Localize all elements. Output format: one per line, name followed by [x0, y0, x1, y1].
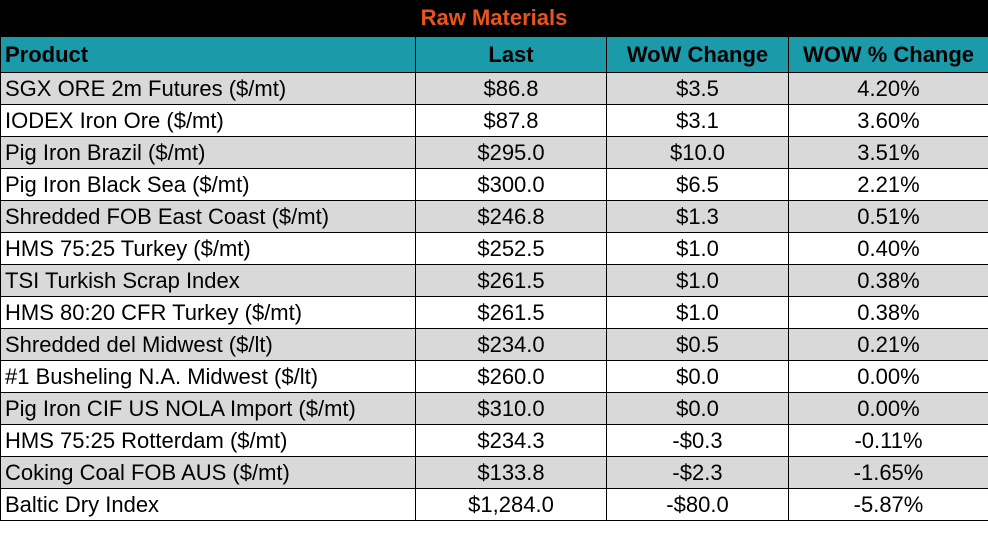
product-cell: HMS 75:25 Rotterdam ($/mt)	[0, 424, 416, 457]
last-cell: $261.5	[415, 264, 607, 297]
last-cell: $133.8	[415, 456, 607, 489]
product-cell: Coking Coal FOB AUS ($/mt)	[0, 456, 416, 489]
wow-change-cell: $6.5	[606, 168, 789, 201]
wow-pct-change-cell: 3.51%	[788, 136, 988, 169]
header-wow-pct-change: WOW % Change	[788, 36, 988, 73]
wow-change-cell: $0.0	[606, 392, 789, 425]
product-cell: Baltic Dry Index	[0, 488, 416, 521]
product-cell: #1 Busheling N.A. Midwest ($/lt)	[0, 360, 416, 393]
table-title: Raw Materials	[0, 0, 988, 36]
last-cell: $300.0	[415, 168, 607, 201]
product-cell: IODEX Iron Ore ($/mt)	[0, 104, 416, 137]
table-row: Pig Iron Brazil ($/mt) $295.0 $10.0 3.51%	[0, 136, 988, 169]
wow-change-cell: $1.3	[606, 200, 789, 233]
last-cell: $260.0	[415, 360, 607, 393]
wow-change-cell: $3.1	[606, 104, 789, 137]
table-row: Coking Coal FOB AUS ($/mt) $133.8 -$2.3 -1.…	[0, 456, 988, 489]
wow-pct-change-cell: 4.20%	[788, 72, 988, 105]
last-cell: $295.0	[415, 136, 607, 169]
wow-pct-change-cell: -1.65%	[788, 456, 988, 489]
header-last: Last	[415, 36, 607, 73]
wow-change-cell: $10.0	[606, 136, 789, 169]
table-row: IODEX Iron Ore ($/mt) $87.8 $3.1 3.60%	[0, 104, 988, 137]
table-row: HMS 75:25 Turkey ($/mt) $252.5 $1.0 0.40%	[0, 232, 988, 265]
table-row: Baltic Dry Index $1,284.0 -$80.0 -5.87%	[0, 488, 988, 521]
product-cell: HMS 80:20 CFR Turkey ($/mt)	[0, 296, 416, 329]
header-wow-change: WoW Change	[606, 36, 789, 73]
last-cell: $86.8	[415, 72, 607, 105]
table-row: Shredded FOB East Coast ($/mt) $246.8 $1.3…	[0, 200, 988, 233]
product-cell: Pig Iron CIF US NOLA Import ($/mt)	[0, 392, 416, 425]
last-cell: $310.0	[415, 392, 607, 425]
product-cell: SGX ORE 2m Futures ($/mt)	[0, 72, 416, 105]
wow-pct-change-cell: 0.00%	[788, 360, 988, 393]
raw-materials-table: Product Last WoW Change WOW % Change SGX…	[0, 36, 988, 521]
wow-pct-change-cell: -0.11%	[788, 424, 988, 457]
header-product: Product	[0, 36, 416, 73]
table-row: Pig Iron Black Sea ($/mt) $300.0 $6.5 2.21%	[0, 168, 988, 201]
last-cell: $246.8	[415, 200, 607, 233]
wow-pct-change-cell: 3.60%	[788, 104, 988, 137]
last-cell: $234.0	[415, 328, 607, 361]
wow-change-cell: $1.0	[606, 264, 789, 297]
product-cell: Pig Iron Brazil ($/mt)	[0, 136, 416, 169]
wow-change-cell: $1.0	[606, 232, 789, 265]
wow-change-cell: $0.0	[606, 360, 789, 393]
product-cell: Shredded del Midwest ($/lt)	[0, 328, 416, 361]
wow-pct-change-cell: -5.87%	[788, 488, 988, 521]
wow-change-cell: $1.0	[606, 296, 789, 329]
product-cell: HMS 75:25 Turkey ($/mt)	[0, 232, 416, 265]
wow-pct-change-cell: 2.21%	[788, 168, 988, 201]
table-row: #1 Busheling N.A. Midwest ($/lt) $260.0 $0…	[0, 360, 988, 393]
wow-change-cell: -$80.0	[606, 488, 789, 521]
table-row: Shredded del Midwest ($/lt) $234.0 $0.5 0.2…	[0, 328, 988, 361]
wow-pct-change-cell: 0.21%	[788, 328, 988, 361]
last-cell: $234.3	[415, 424, 607, 457]
header-row: Product Last WoW Change WOW % Change	[0, 36, 988, 73]
product-cell: TSI Turkish Scrap Index	[0, 264, 416, 297]
table-row: HMS 75:25 Rotterdam ($/mt) $234.3 -$0.3 -0.…	[0, 424, 988, 457]
wow-change-cell: $3.5	[606, 72, 789, 105]
wow-pct-change-cell: 0.51%	[788, 200, 988, 233]
product-cell: Shredded FOB East Coast ($/mt)	[0, 200, 416, 233]
wow-pct-change-cell: 0.40%	[788, 232, 988, 265]
table-row: HMS 80:20 CFR Turkey ($/mt) $261.5 $1.0 0.3…	[0, 296, 988, 329]
table-row: SGX ORE 2m Futures ($/mt) $86.8 $3.5 4.20%	[0, 72, 988, 105]
table-row: Pig Iron CIF US NOLA Import ($/mt) $310.0…	[0, 392, 988, 425]
wow-change-cell: -$2.3	[606, 456, 789, 489]
wow-pct-change-cell: 0.00%	[788, 392, 988, 425]
last-cell: $87.8	[415, 104, 607, 137]
product-cell: Pig Iron Black Sea ($/mt)	[0, 168, 416, 201]
last-cell: $261.5	[415, 296, 607, 329]
table-row: TSI Turkish Scrap Index $261.5 $1.0 0.38%	[0, 264, 988, 297]
wow-change-cell: $0.5	[606, 328, 789, 361]
last-cell: $252.5	[415, 232, 607, 265]
wow-pct-change-cell: 0.38%	[788, 296, 988, 329]
wow-pct-change-cell: 0.38%	[788, 264, 988, 297]
last-cell: $1,284.0	[415, 488, 607, 521]
wow-change-cell: -$0.3	[606, 424, 789, 457]
